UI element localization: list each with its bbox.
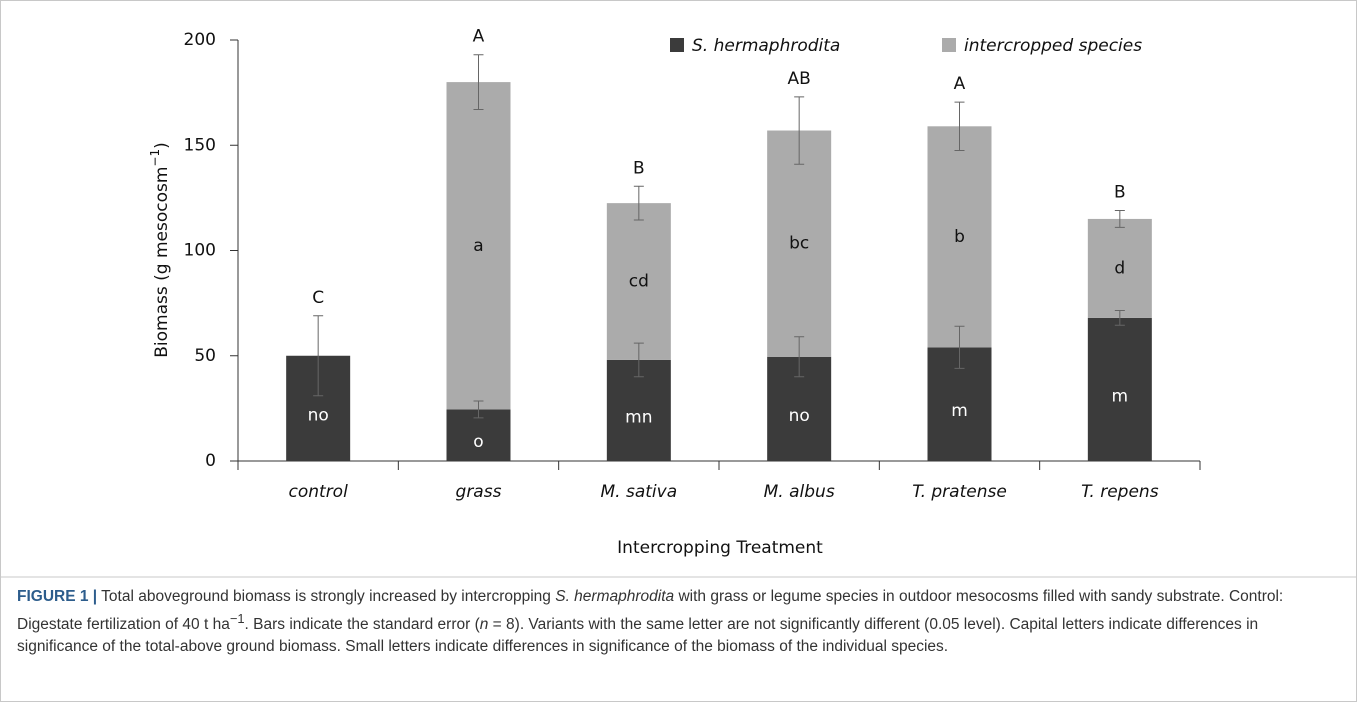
- segment-letter: no: [308, 405, 329, 425]
- legend-swatch: [670, 38, 684, 52]
- y-label-sup: −1: [148, 149, 162, 167]
- legend-label: S. hermaphrodita: [692, 36, 840, 56]
- error-bar: [954, 101, 965, 152]
- caption-text: −1: [229, 611, 245, 626]
- x-tick-label: control: [289, 482, 349, 502]
- caption-text: Total aboveground biomass is strongly in…: [97, 588, 556, 605]
- y-tick-label: 50: [194, 346, 216, 366]
- caption-label: FIGURE 1 |: [17, 588, 98, 605]
- caption-text: S. hermaphrodita: [555, 588, 675, 605]
- x-tick-label: M. sativa: [601, 482, 678, 502]
- bar-segment: [1087, 317, 1152, 461]
- caption-text: . Bars indicate the standard error (: [244, 616, 480, 634]
- y-label-text: ): [152, 142, 172, 149]
- legend-swatch: [942, 38, 956, 52]
- total-letter: B: [1114, 183, 1126, 203]
- y-tick-label: 150: [184, 135, 216, 155]
- x-tick-label: T. pratense: [912, 482, 1007, 502]
- error-bar: [473, 54, 484, 110]
- bar-segment: [446, 82, 511, 410]
- segment-letter: mn: [625, 407, 652, 427]
- caption: FIGURE 1 | Total aboveground biomass is …: [17, 586, 1342, 658]
- segment-letter: b: [954, 227, 965, 247]
- y-label-text: Biomass (g mesocosm: [152, 167, 172, 358]
- error-bar: [954, 325, 965, 369]
- y-tick-label: 100: [184, 241, 216, 261]
- total-letter: B: [633, 158, 645, 178]
- x-tick-label: T. repens: [1081, 482, 1159, 502]
- error-bar: [633, 185, 644, 221]
- x-axis-title: Intercropping Treatment: [617, 538, 823, 558]
- bar-segment: [767, 130, 832, 357]
- error-bar: [794, 96, 805, 165]
- bar-segment: [606, 203, 671, 360]
- total-letter: A: [954, 74, 966, 94]
- y-axis-title: Biomass (g mesocosm−1): [148, 142, 173, 358]
- error-bar: [1114, 309, 1125, 326]
- error-bar: [794, 336, 805, 378]
- legend-label: intercropped species: [964, 36, 1142, 56]
- segment-letter: o: [473, 432, 483, 452]
- segment-letter: no: [789, 406, 810, 426]
- x-tick-label: grass: [456, 482, 502, 502]
- error-bar: [633, 342, 644, 378]
- segment-letter: d: [1114, 258, 1125, 278]
- error-bar: [1114, 210, 1125, 228]
- caption-text: = 8). Variants with the same letter are …: [17, 616, 1259, 656]
- y-tick-label: 0: [205, 451, 216, 471]
- error-bar: [473, 400, 484, 419]
- total-letter: A: [473, 27, 485, 47]
- caption-text: with grass or legume species in outdoor …: [17, 588, 1284, 634]
- bar-segment: [927, 126, 992, 348]
- segment-letter: bc: [789, 234, 809, 254]
- bar-segment: [1087, 218, 1152, 318]
- total-letter: C: [312, 288, 324, 308]
- y-tick-label: 200: [184, 30, 216, 50]
- error-bar: [313, 315, 324, 397]
- segment-letter: cd: [629, 272, 649, 292]
- segment-letter: m: [1112, 386, 1129, 406]
- caption-text: n: [479, 616, 489, 634]
- total-letter: AB: [788, 69, 811, 89]
- segment-letter: m: [951, 401, 968, 421]
- x-tick-label: M. albus: [764, 482, 835, 502]
- segment-letter: a: [473, 236, 483, 256]
